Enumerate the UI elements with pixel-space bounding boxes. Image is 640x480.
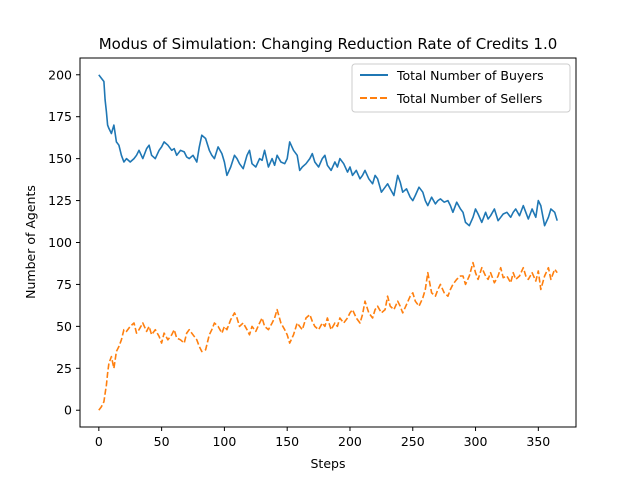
plot-lines bbox=[98, 74, 558, 411]
x-tick-label: 100 bbox=[212, 434, 236, 449]
legend-label-sellers: Total Number of Sellers bbox=[396, 91, 542, 106]
y-axis-label: Number of Agents bbox=[23, 185, 38, 299]
x-tick-label: 300 bbox=[464, 434, 488, 449]
y-tick-label: 175 bbox=[48, 109, 72, 124]
legend-label-buyers: Total Number of Buyers bbox=[396, 68, 544, 83]
x-tick-label: 250 bbox=[401, 434, 425, 449]
y-tick-label: 200 bbox=[48, 67, 72, 82]
legend: Total Number of Buyers Total Number of S… bbox=[351, 63, 571, 113]
y-tick-label: 100 bbox=[48, 235, 72, 250]
y-tick-label: 0 bbox=[64, 403, 72, 418]
x-tick-label: 200 bbox=[338, 434, 362, 449]
series-line-buyers bbox=[98, 74, 558, 227]
y-tick-label: 125 bbox=[48, 193, 72, 208]
legend-box bbox=[351, 63, 571, 113]
y-axis-ticks: 0 25 50 75 100 125 150 175 200 bbox=[48, 67, 80, 418]
series-line-sellers bbox=[98, 261, 558, 411]
y-tick-label: 25 bbox=[56, 361, 72, 376]
x-axis-label: Steps bbox=[311, 456, 346, 471]
y-tick-label: 150 bbox=[48, 151, 72, 166]
x-tick-label: 50 bbox=[154, 434, 170, 449]
x-tick-label: 150 bbox=[275, 434, 299, 449]
x-axis-ticks: 0 50 100 150 200 250 300 350 bbox=[95, 427, 550, 449]
y-tick-label: 50 bbox=[56, 319, 72, 334]
x-tick-label: 0 bbox=[95, 434, 103, 449]
chart-title: Modus of Simulation: Changing Reduction … bbox=[99, 35, 558, 53]
x-tick-label: 350 bbox=[526, 434, 550, 449]
y-tick-label: 75 bbox=[56, 277, 72, 292]
